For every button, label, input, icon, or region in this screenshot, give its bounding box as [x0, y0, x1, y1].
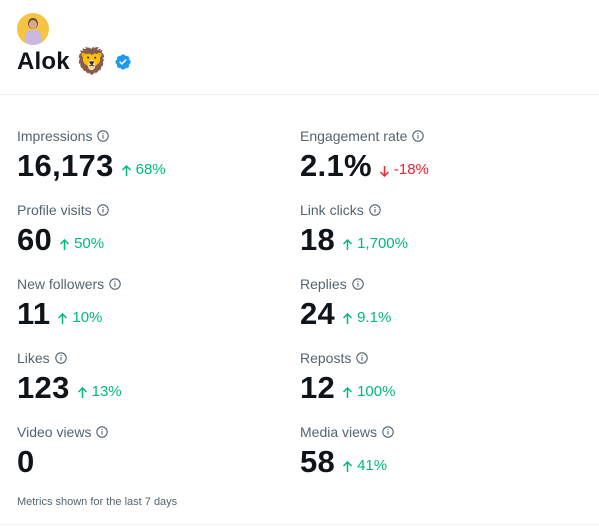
info-icon[interactable]	[54, 352, 67, 364]
info-icon[interactable]	[109, 278, 121, 290]
metric-label: Link clicks	[300, 202, 364, 218]
info-icon[interactable]	[369, 204, 381, 216]
metric-label: Replies	[300, 276, 347, 292]
metric-value: 2.1%	[300, 148, 372, 183]
metric-video-views: Video views 0	[17, 423, 277, 480]
arrow-up-icon	[343, 461, 353, 472]
arrow-up-icon	[343, 239, 353, 250]
metric-value: 16,173	[17, 148, 114, 183]
avatar[interactable]	[17, 13, 49, 45]
profile-name[interactable]: Alok	[17, 48, 70, 75]
metric-value: 60	[17, 222, 53, 257]
metrics-footnote: Metrics shown for the last 7 days	[17, 496, 178, 508]
arrow-down-icon	[379, 166, 389, 177]
metric-label: Profile visits	[17, 202, 92, 218]
metric-label: Engagement rate	[300, 128, 408, 144]
metric-label: Likes	[17, 350, 50, 366]
metric-change: 1,700%	[342, 226, 408, 262]
divider	[0, 524, 599, 525]
metric-change: 10%	[57, 300, 102, 336]
metric-change: 68%	[121, 152, 166, 188]
metric-likes: Likes 123 13%	[17, 349, 277, 406]
info-icon[interactable]	[96, 204, 109, 216]
metric-value: 12	[300, 370, 336, 405]
metric-value: 123	[17, 370, 70, 405]
metric-label: Reposts	[300, 350, 352, 366]
metric-media-views: Media views 58 41%	[300, 423, 560, 480]
metric-value: 11	[17, 296, 51, 331]
arrow-up-icon	[121, 165, 131, 176]
metric-change: 9.1%	[342, 300, 391, 336]
arrow-up-icon	[343, 313, 353, 324]
info-icon[interactable]	[351, 278, 364, 290]
info-icon[interactable]	[412, 130, 425, 142]
metric-value: 0	[17, 444, 35, 479]
metric-reposts: Reposts 12 100%	[300, 349, 560, 406]
metric-engagement-rate: Engagement rate 2.1% -18%	[300, 127, 560, 184]
metric-replies: Replies 24 9.1%	[300, 275, 560, 332]
metric-change: 13%	[77, 374, 122, 410]
metric-label: Media views	[300, 424, 378, 440]
arrow-up-icon	[58, 313, 68, 324]
metric-link-clicks: Link clicks 18 1,700%	[300, 201, 560, 258]
profile-header: Alok 🦁	[0, 0, 599, 95]
info-icon[interactable]	[382, 426, 394, 438]
metric-change: 100%	[342, 374, 395, 410]
metric-label: Impressions	[17, 128, 93, 144]
profile-name-row: Alok 🦁	[17, 44, 132, 80]
metric-change: -18%	[379, 152, 429, 188]
metric-value: 58	[300, 444, 336, 479]
metric-value: 24	[300, 296, 336, 331]
arrow-up-icon	[60, 239, 70, 250]
info-icon[interactable]	[97, 130, 110, 142]
metric-impressions: Impressions 16,173 68%	[17, 127, 277, 184]
metric-label: New followers	[17, 276, 105, 292]
arrow-up-icon	[343, 387, 353, 398]
metric-value: 18	[300, 222, 336, 257]
info-icon[interactable]	[356, 352, 369, 364]
metric-change: 50%	[59, 226, 104, 262]
metric-new-followers: New followers 11 10%	[17, 275, 277, 332]
arrow-up-icon	[77, 387, 87, 398]
metric-profile-visits: Profile visits 60 50%	[17, 201, 277, 258]
info-icon[interactable]	[96, 426, 109, 438]
verified-badge-icon	[115, 54, 131, 70]
lion-emoji-icon: 🦁	[75, 47, 109, 77]
metric-label: Video views	[17, 424, 92, 440]
metric-change: 41%	[342, 448, 387, 484]
